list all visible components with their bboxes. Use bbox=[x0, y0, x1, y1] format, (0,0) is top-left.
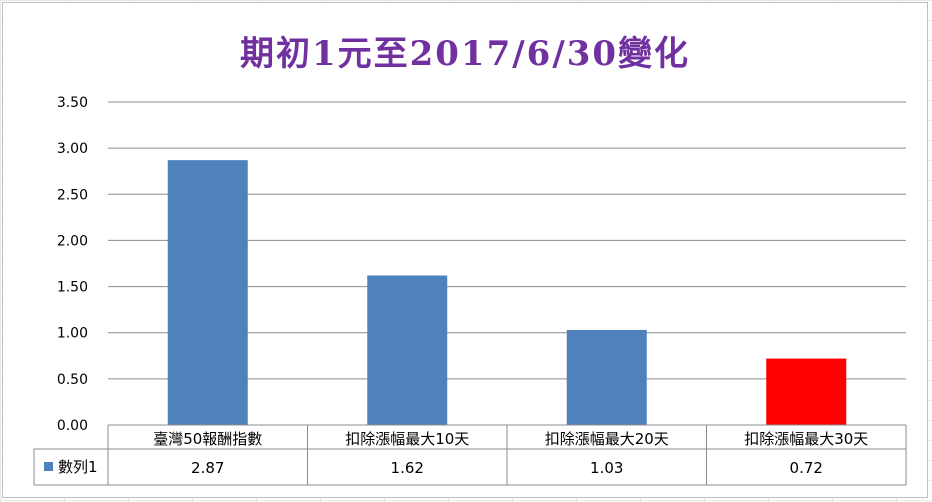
y-axis: 0.00 0.50 1.00 1.50 2.00 2.50 3.00 3.50 bbox=[57, 95, 88, 434]
x-tick-label: 臺灣50報酬指數 bbox=[153, 430, 262, 448]
y-tick-label: 3.00 bbox=[57, 141, 88, 157]
data-label: 0.72 bbox=[790, 459, 823, 477]
data-label: 2.87 bbox=[191, 459, 224, 477]
chart-title: 期初1元至2017/6/30變化 bbox=[239, 34, 691, 74]
legend-series-name: 數列1 bbox=[58, 458, 98, 476]
x-tick-label: 扣除漲幅最大10天 bbox=[345, 430, 469, 448]
y-tick-label: 0.50 bbox=[57, 372, 88, 388]
data-label: 1.62 bbox=[391, 459, 424, 477]
data-label: 1.03 bbox=[590, 459, 623, 477]
bar bbox=[367, 275, 448, 425]
bar bbox=[167, 160, 248, 425]
bar bbox=[566, 329, 647, 425]
legend-swatch bbox=[44, 462, 53, 471]
y-tick-label: 2.00 bbox=[57, 233, 88, 249]
x-tick-label: 扣除漲幅最大30天 bbox=[744, 430, 868, 448]
y-tick-label: 1.50 bbox=[57, 280, 88, 296]
bar bbox=[766, 358, 847, 425]
y-tick-label: 1.00 bbox=[57, 326, 88, 342]
y-tick-label: 0.00 bbox=[57, 418, 88, 434]
x-tick-label: 扣除漲幅最大20天 bbox=[545, 430, 669, 448]
y-tick-label: 3.50 bbox=[57, 95, 88, 111]
y-tick-label: 2.50 bbox=[57, 187, 88, 203]
bars bbox=[167, 160, 847, 425]
